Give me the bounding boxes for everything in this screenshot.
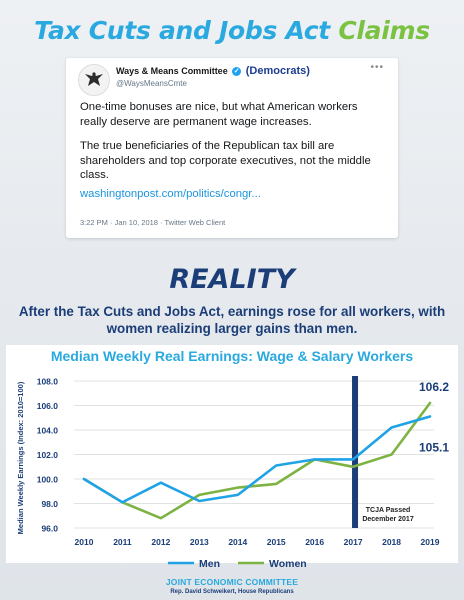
x-tick-label: 2010 bbox=[75, 537, 94, 547]
y-tick-label: 102.0 bbox=[37, 450, 59, 460]
men-end-value-label: 105.1 bbox=[419, 441, 449, 455]
verified-icon: ✓ bbox=[232, 67, 242, 77]
x-tick-label: 2019 bbox=[421, 537, 440, 547]
y-tick-label: 106.0 bbox=[37, 401, 59, 411]
chart-title: Median Weekly Real Earnings: Wage & Sala… bbox=[50, 348, 414, 364]
legend-label-men: Men bbox=[199, 558, 220, 570]
series-line-women bbox=[82, 401, 432, 520]
page-headline: Tax Cuts and Jobs Act Claims bbox=[0, 16, 464, 45]
tweet-author-name: Ways & Means Committee bbox=[116, 66, 228, 76]
more-options-icon[interactable]: ••• bbox=[370, 62, 384, 73]
tweet-text: One-time bonuses are nice, but what Amer… bbox=[80, 100, 386, 201]
y-tick-label: 96.0 bbox=[41, 524, 58, 534]
y-tick-label: 98.0 bbox=[41, 499, 58, 509]
tweet-paragraph-2: The true beneficiaries of the Republican… bbox=[80, 140, 371, 181]
footer-subtitle: Rep. David Schweikert, House Republicans bbox=[170, 589, 294, 595]
tcja-marker-line bbox=[352, 376, 359, 528]
x-tick-label: 2011 bbox=[113, 537, 132, 547]
tweet-card: Ways & Means Committee ✓ (Democrats) @Wa… bbox=[66, 58, 398, 238]
y-tick-label: 100.0 bbox=[37, 475, 59, 485]
eagle-icon bbox=[78, 64, 110, 96]
tweet-link[interactable]: washingtonpost.com/politics/congr... bbox=[80, 187, 261, 200]
tcja-annotation-line2: December 2017 bbox=[362, 516, 413, 523]
tweet-timestamp: 3:22 PM · Jan 10, 2018 · Twitter Web Cli… bbox=[80, 218, 226, 227]
x-tick-label: 2015 bbox=[267, 537, 286, 547]
headline-part2: Claims bbox=[338, 16, 430, 45]
reality-heading: REALITY bbox=[169, 264, 295, 295]
x-tick-label: 2016 bbox=[305, 537, 324, 547]
y-tick-label: 108.0 bbox=[37, 377, 59, 387]
footer-organization: JOINT ECONOMIC COMMITTEE bbox=[165, 577, 299, 587]
tweet-paragraph-1: One-time bonuses are nice, but what Amer… bbox=[80, 101, 358, 128]
women-end-value-label: 106.2 bbox=[419, 380, 449, 394]
headline-part1: Tax Cuts and Jobs Act bbox=[34, 16, 330, 45]
tcja-annotation-line1: TCJA Passed bbox=[366, 507, 410, 514]
tweet-handle[interactable]: @WaysMeansCmte bbox=[116, 79, 187, 88]
x-tick-label: 2018 bbox=[382, 537, 401, 547]
reality-subtitle: After the Tax Cuts and Jobs Act, earning… bbox=[18, 304, 446, 336]
tweet-author-party: (Democrats) bbox=[245, 65, 310, 77]
series-line-men bbox=[82, 415, 432, 504]
y-axis-label: Median Weekly Earnings (Index: 2010=100) bbox=[16, 381, 25, 534]
tweet-author[interactable]: Ways & Means Committee ✓ (Democrats) bbox=[116, 65, 310, 77]
x-tick-label: 2012 bbox=[151, 537, 170, 547]
x-tick-label: 2017 bbox=[344, 537, 363, 547]
x-tick-label: 2014 bbox=[228, 537, 247, 547]
legend-label-women: Women bbox=[269, 558, 307, 570]
y-tick-label: 104.0 bbox=[37, 426, 59, 436]
x-tick-label: 2013 bbox=[190, 537, 209, 547]
